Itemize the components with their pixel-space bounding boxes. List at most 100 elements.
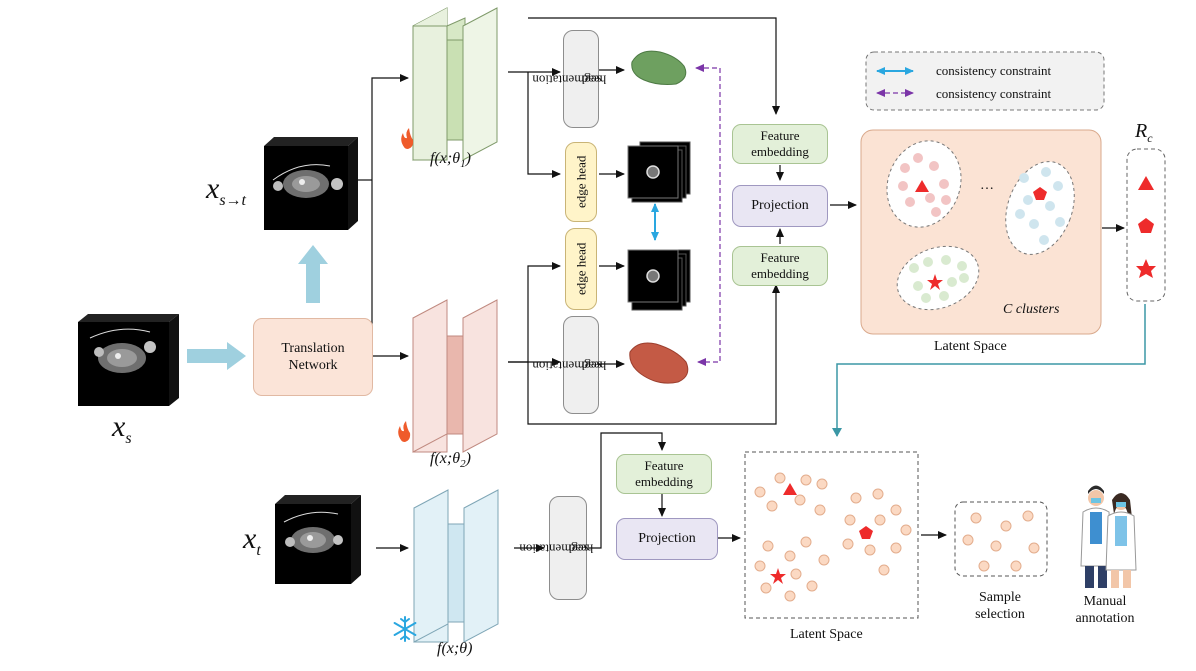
legend-item-cyan: consistency constraint — [936, 63, 1052, 78]
latent-point — [1055, 217, 1065, 227]
feature-embedding-frozen: Feature embedding — [616, 454, 712, 494]
cluster-pentagon-marker — [1033, 187, 1047, 200]
latent-point — [931, 207, 941, 217]
feature-embedding-top: Feature embedding — [732, 124, 828, 164]
doctors-icon — [1080, 485, 1137, 588]
projection-top: Projection — [732, 185, 828, 227]
snowflake-icon — [393, 616, 417, 642]
latent-point — [842, 538, 854, 550]
latent-point — [1053, 181, 1063, 191]
latent-point — [898, 181, 908, 191]
latent-point — [962, 534, 974, 546]
latent-point — [814, 504, 826, 516]
flow-lines — [358, 17, 1125, 552]
translation-output-arrow — [298, 245, 328, 303]
ct-image-target — [275, 495, 361, 584]
segmentation-head-frozen: segmentation head — [520, 496, 594, 600]
edge-head-top: edge head — [565, 142, 597, 222]
latent-point — [957, 261, 967, 271]
latent-point — [913, 281, 923, 291]
latent-point — [864, 544, 876, 556]
latent-point — [900, 163, 910, 173]
latent-point — [1023, 195, 1033, 205]
target-input-label: xt — [243, 522, 261, 559]
latent-point — [905, 197, 915, 207]
latent-point — [1010, 560, 1022, 572]
latent-point — [909, 263, 919, 273]
latent-point — [978, 560, 990, 572]
latent-point — [970, 512, 982, 524]
bottom-latent-points — [754, 472, 912, 602]
latent-point — [754, 560, 766, 572]
network-f2-label: f(x;θ2) — [430, 450, 471, 471]
latent-point — [800, 536, 812, 548]
purple-consistency-arrow — [695, 64, 721, 366]
cluster-ellipsis: … — [980, 178, 994, 193]
cluster-caption: C clusters — [1003, 302, 1060, 317]
latent-point — [990, 540, 1002, 552]
latent-point — [850, 492, 862, 504]
latent-point — [923, 257, 933, 267]
latent-point — [941, 255, 951, 265]
flame-icon — [398, 421, 411, 442]
latent-point — [762, 540, 774, 552]
latent-point — [790, 568, 802, 580]
latent-point — [816, 478, 828, 490]
latent-point — [774, 472, 786, 484]
latent-pentagon-marker — [859, 526, 873, 539]
latent-space-top-title: Latent Space — [934, 339, 1007, 354]
latent-point — [1000, 520, 1012, 532]
network-f1 — [412, 7, 498, 161]
network-f1-label: f(x;θ1) — [430, 150, 471, 171]
latent-point — [890, 504, 902, 516]
sample-selection-label: Sample selection — [975, 589, 1025, 623]
latent-point — [1019, 173, 1029, 183]
bottom-latent-panel — [744, 451, 919, 619]
network-frozen-label: f(x;θ) — [437, 640, 473, 657]
translation-network-box: Translation Network — [253, 318, 373, 396]
edge-map-bottom — [627, 249, 691, 311]
latent-point — [913, 153, 923, 163]
latent-point — [1029, 219, 1039, 229]
latent-point — [806, 580, 818, 592]
segmentation-head-bottom: segmentation head — [533, 316, 607, 414]
cluster-star-marker — [927, 274, 943, 290]
latent-point — [872, 488, 884, 500]
ct-image-source — [78, 314, 179, 406]
segmentation-output-green — [631, 50, 687, 85]
legend-item-purple: consistency constraint — [936, 86, 1052, 101]
sample-points — [962, 510, 1040, 572]
latent-point — [929, 161, 939, 171]
legend-box — [865, 51, 1105, 111]
feature-embedding-bottom: Feature embedding — [732, 246, 828, 286]
latent-point — [939, 291, 949, 301]
latent-point — [921, 293, 931, 303]
network-f2 — [412, 299, 498, 453]
segmentation-head-top: segmentation head — [533, 30, 607, 128]
latent-point — [800, 474, 812, 486]
cluster-points — [898, 153, 1065, 303]
translated-input-label: xs→t — [206, 172, 246, 209]
manual-annotation-label: Manual annotation — [1075, 593, 1135, 627]
latent-point — [1028, 542, 1040, 554]
latent-triangle-marker — [783, 483, 797, 495]
cluster-triangle-marker — [915, 180, 929, 192]
prototype-label: Rc — [1135, 120, 1153, 145]
latent-point — [1022, 510, 1034, 522]
edge-map-top — [627, 141, 691, 203]
latent-point — [766, 500, 778, 512]
latent-point — [818, 554, 830, 566]
latent-point — [784, 550, 796, 562]
latent-space-bottom-title: Latent Space — [790, 627, 863, 642]
latent-point — [941, 195, 951, 205]
translation-input-arrow — [187, 342, 246, 370]
latent-point — [1015, 209, 1025, 219]
projection-frozen: Projection — [616, 518, 718, 560]
latent-point — [1041, 167, 1051, 177]
latent-point — [784, 590, 796, 602]
latent-point — [1045, 201, 1055, 211]
latent-point — [959, 273, 969, 283]
prototype-transfer-line — [832, 304, 1146, 437]
latent-point — [878, 564, 890, 576]
